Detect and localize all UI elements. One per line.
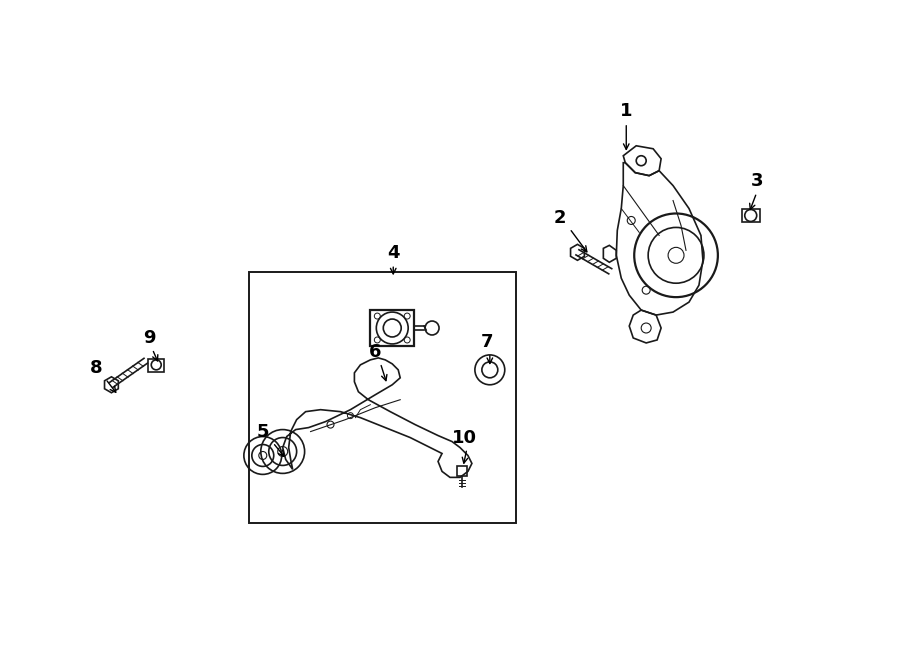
Bar xyxy=(248,272,516,524)
Bar xyxy=(370,310,414,346)
Bar xyxy=(148,359,164,372)
Text: 10: 10 xyxy=(453,428,477,447)
Text: 4: 4 xyxy=(387,245,400,262)
Text: 9: 9 xyxy=(143,329,156,347)
Text: 3: 3 xyxy=(751,172,763,190)
Bar xyxy=(742,208,760,223)
Text: 7: 7 xyxy=(481,333,493,351)
Text: 5: 5 xyxy=(256,422,269,441)
Bar xyxy=(457,467,467,477)
Text: 8: 8 xyxy=(90,359,103,377)
Text: 2: 2 xyxy=(554,210,566,227)
Text: 6: 6 xyxy=(369,343,382,361)
Text: 1: 1 xyxy=(620,102,633,120)
